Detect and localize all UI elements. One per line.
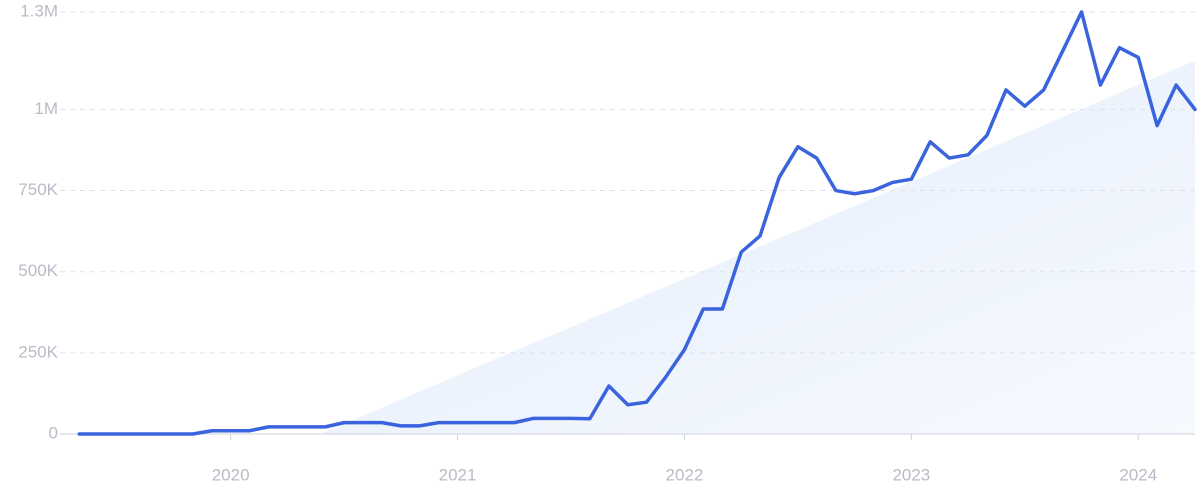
y-tick-label: 500K — [18, 261, 58, 280]
trend-area — [320, 60, 1195, 434]
line — [77, 10, 1197, 436]
x-tick-label: 2021 — [439, 465, 477, 484]
x-tick-label: 2022 — [666, 465, 704, 484]
y-tick-label: 1M — [34, 99, 58, 118]
y-tick-label: 250K — [18, 342, 58, 361]
x-tick-label: 2020 — [212, 465, 250, 484]
x-tick-label: 2024 — [1119, 465, 1157, 484]
x-tick-label: 2023 — [892, 465, 930, 484]
y-tick-label: 0 — [49, 423, 58, 442]
y-tick-label: 750K — [18, 180, 58, 199]
y-tick-label: 1.3M — [20, 1, 58, 20]
